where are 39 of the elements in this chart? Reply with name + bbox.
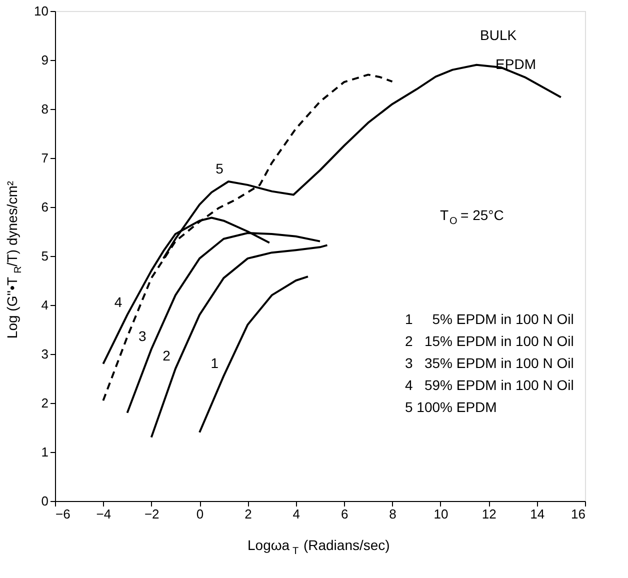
annotation: BULK bbox=[480, 27, 518, 43]
y-tick-label: 5 bbox=[41, 248, 48, 264]
x-tick-label: 8 bbox=[389, 506, 396, 522]
annotation: 5 100% EPDM bbox=[405, 399, 497, 415]
annotation: 2 15% EPDM in 100 N Oil bbox=[405, 333, 574, 349]
annotation: 2 bbox=[162, 348, 171, 364]
x-tick-label: 12 bbox=[482, 506, 496, 522]
y-tick-label: 3 bbox=[41, 346, 48, 362]
y-tick-label: 1 bbox=[41, 444, 48, 460]
line-series bbox=[198, 276, 309, 434]
y-tick-label: 0 bbox=[41, 494, 48, 508]
x-tick-label: −2 bbox=[144, 506, 160, 522]
x-tick-label: 0 bbox=[196, 506, 204, 522]
annotation: 1 5% EPDM in 100 N Oil bbox=[405, 311, 574, 327]
y-axis-title: Log (G''•TR/T) dynes/cm² bbox=[4, 180, 24, 339]
y-tick-label: 2 bbox=[41, 396, 48, 410]
annotation: EPDM bbox=[496, 56, 536, 72]
annotation: 1 bbox=[210, 355, 219, 372]
x-axis-title: LogωaT (Radians/sec) bbox=[248, 537, 390, 557]
annotation: 4 59% EPDM in 100 N Oil bbox=[405, 377, 574, 393]
y-tick-label: 6 bbox=[41, 200, 48, 214]
y-tick-label: 10 bbox=[34, 4, 48, 18]
x-tick-label: −6 bbox=[56, 506, 70, 522]
y-tick-label: 7 bbox=[41, 150, 48, 166]
x-tick-label: 14 bbox=[530, 506, 545, 522]
y-tick-label: 8 bbox=[41, 102, 48, 116]
x-tick-label: 2 bbox=[244, 506, 252, 522]
annotation: 3 bbox=[138, 328, 146, 344]
x-tick-label: 16 bbox=[571, 506, 586, 522]
y-tick-label: 9 bbox=[41, 52, 48, 68]
x-tick-label: 6 bbox=[340, 506, 348, 522]
annotation: 5 bbox=[216, 160, 224, 177]
annotation: 4 bbox=[114, 294, 122, 310]
y-tick-label: 4 bbox=[41, 298, 48, 312]
x-tick-label: −4 bbox=[96, 506, 112, 522]
line-series bbox=[150, 244, 328, 438]
x-tick-label: 10 bbox=[434, 506, 448, 522]
annotation: 3 35% EPDM in 100 N Oil bbox=[405, 355, 574, 371]
x-tick-label: 4 bbox=[292, 506, 300, 522]
